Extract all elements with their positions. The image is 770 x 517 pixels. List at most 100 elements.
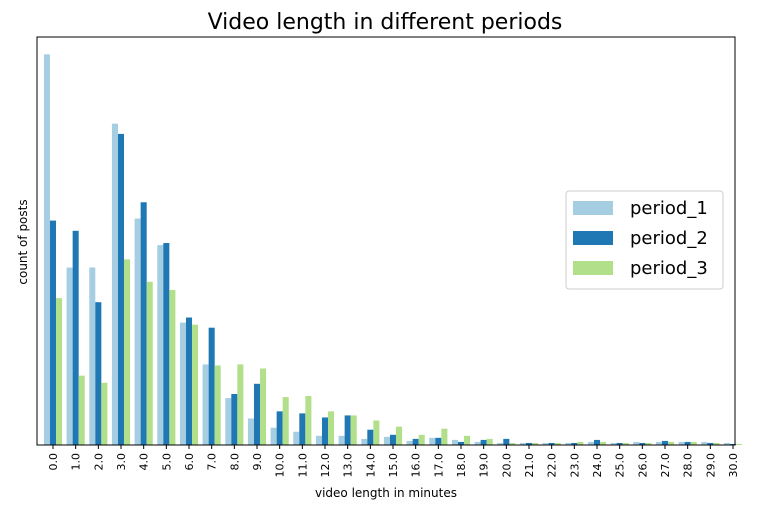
x-tick-label: 8.0	[228, 453, 241, 471]
bar-period_1-1.0	[66, 267, 73, 445]
bar-period_1-8.0	[225, 398, 232, 445]
bar-period_2-1.0	[72, 230, 79, 445]
x-tick-label: 1.0	[70, 453, 83, 471]
bar-period_3-9.0	[260, 368, 267, 445]
bar-period_2-28.0	[684, 441, 691, 445]
x-ticks-group: 0.0 1.0 2.0 3.0 4.0 5.0 6.0 7.0 8.0 9.0 10.0 11.0 12…	[47, 445, 740, 478]
x-tick-label: 11.0	[296, 453, 309, 478]
bar-period_3-1.0	[78, 375, 85, 445]
x-tick-label: 6.0	[183, 453, 196, 471]
legend-label-period_3: period_3	[630, 258, 708, 279]
bar-period_2-20.0	[503, 438, 510, 445]
bar-period_3-29.0	[713, 442, 720, 445]
x-tick-label: 20.0	[500, 453, 513, 478]
bar-period_1-25.0	[610, 442, 617, 445]
bar-period_2-4.0	[140, 202, 147, 445]
x-tick-label: 0.0	[47, 453, 60, 471]
bar-period_3-17.0	[441, 428, 448, 445]
bar-period_2-27.0	[661, 440, 669, 445]
bar-period_2-30.0	[729, 443, 737, 445]
bar-period_3-23.0	[577, 441, 584, 445]
bar-period_1-6.0	[179, 322, 186, 445]
x-tick-label: 14.0	[364, 453, 377, 478]
bar-period_3-6.0	[192, 324, 199, 445]
bar-period_3-28.0	[690, 441, 697, 445]
bar-period_1-13.0	[338, 435, 345, 445]
x-tick-label: 17.0	[432, 453, 445, 478]
x-tick-label: 22.0	[546, 453, 559, 478]
bar-period_1-15.0	[383, 436, 390, 445]
bar-period_2-24.0	[593, 439, 601, 445]
bar-period_2-6.0	[185, 317, 193, 445]
legend-swatch-period_2	[573, 231, 613, 245]
bar-period_1-9.0	[247, 418, 254, 445]
bar-period_1-27.0	[655, 441, 662, 445]
x-tick-label: 16.0	[410, 453, 423, 478]
bar-period_1-0.0	[43, 54, 50, 446]
x-tick-label: 3.0	[115, 453, 128, 471]
bar-period_2-17.0	[435, 437, 442, 445]
bar-period_3-30.0	[736, 443, 743, 445]
bar-period_1-18.0	[451, 439, 458, 445]
bar-period_3-21.0	[532, 442, 539, 445]
legend-swatch-period_1	[573, 201, 613, 215]
bar-period_1-5.0	[157, 245, 164, 445]
x-tick-label: 4.0	[138, 453, 151, 471]
bar-period_2-0.0	[49, 220, 57, 445]
bar-period_1-26.0	[633, 441, 640, 445]
bar-period_1-24.0	[587, 441, 594, 445]
bar-period_1-17.0	[429, 437, 436, 445]
bar-period_1-10.0	[270, 427, 277, 445]
bar-period_3-27.0	[668, 441, 675, 445]
bar-period_3-19.0	[486, 438, 493, 445]
bar-period_2-12.0	[321, 417, 329, 445]
y-axis-label: count of posts	[16, 199, 30, 284]
bar-period_3-0.0	[56, 298, 63, 445]
bar-period_3-14.0	[373, 420, 380, 445]
bar-period_2-18.0	[457, 441, 465, 445]
legend-label-period_2: period_2	[630, 228, 708, 249]
x-tick-label: 23.0	[568, 453, 581, 478]
x-tick-label: 12.0	[319, 453, 332, 478]
bar-period_2-21.0	[525, 442, 533, 445]
bar-period_3-3.0	[124, 259, 131, 445]
x-tick-label: 21.0	[523, 453, 536, 478]
x-axis-label: video length in minutes	[315, 486, 457, 500]
bar-period_2-8.0	[231, 394, 238, 445]
bar-period_3-26.0	[645, 442, 652, 445]
chart-title: Video length in different periods	[208, 10, 563, 35]
bar-period_2-14.0	[367, 429, 374, 445]
bar-period_1-12.0	[315, 435, 322, 445]
x-tick-label: 9.0	[251, 453, 264, 471]
bar-period_1-28.0	[678, 441, 685, 445]
bar-period_1-23.0	[565, 442, 572, 445]
bar-period_2-29.0	[707, 442, 714, 445]
x-tick-label: 26.0	[636, 453, 649, 478]
bar-period_2-25.0	[616, 442, 623, 445]
bar-period_3-8.0	[237, 364, 244, 445]
bar-period_2-15.0	[389, 434, 397, 445]
bar-period_1-30.0	[723, 442, 730, 445]
bar-period_3-20.0	[509, 442, 516, 445]
bar-period_1-7.0	[202, 364, 209, 445]
bar-period_2-19.0	[480, 439, 487, 445]
x-tick-label: 18.0	[455, 453, 468, 478]
bar-period_1-11.0	[293, 431, 300, 445]
x-tick-label: 30.0	[727, 453, 740, 478]
bar-period_2-9.0	[253, 383, 261, 445]
bar-period_1-22.0	[542, 442, 549, 445]
bar-period_2-23.0	[571, 442, 578, 445]
bar-period_2-2.0	[95, 302, 102, 445]
bar-period_1-29.0	[701, 441, 708, 445]
x-tick-label: 10.0	[274, 453, 287, 478]
x-tick-label: 15.0	[387, 453, 400, 478]
x-tick-label: 29.0	[704, 453, 717, 478]
bar-period_3-2.0	[101, 382, 108, 445]
bar-period_3-24.0	[600, 441, 607, 445]
bar-period_3-10.0	[282, 397, 289, 445]
bar-period_1-21.0	[519, 442, 526, 445]
x-tick-label: 5.0	[160, 453, 173, 471]
bar-period_2-5.0	[163, 243, 170, 445]
bar-period_2-13.0	[344, 415, 351, 445]
